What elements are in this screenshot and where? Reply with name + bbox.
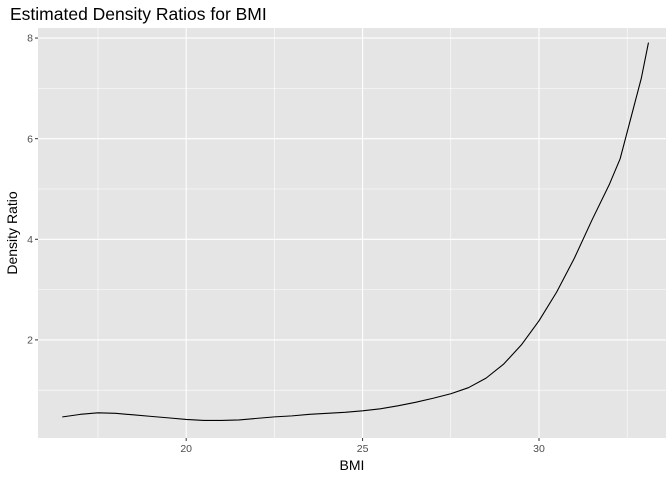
- plot-panel: [38, 28, 666, 438]
- series-layer: [62, 42, 649, 421]
- chart-title: Estimated Density Ratios for BMI: [10, 4, 267, 24]
- x-tick-label: 20: [180, 443, 192, 455]
- y-tick-label: 2: [27, 335, 33, 347]
- y-tick-label: 8: [27, 33, 33, 45]
- axis-ticks: [35, 37, 540, 441]
- tick-labels: 20 25 30 2 4 6 8: [27, 33, 545, 455]
- y-tick-label: 4: [27, 234, 33, 246]
- x-tick-label: 30: [533, 443, 545, 455]
- x-tick-label: 25: [357, 443, 369, 455]
- y-axis-label: Density Ratio: [4, 191, 20, 274]
- y-tick-label: 6: [27, 133, 33, 145]
- major-gridlines: [38, 28, 666, 438]
- x-axis-label: BMI: [340, 457, 365, 473]
- minor-gridlines: [38, 28, 666, 438]
- density-ratio-line: [62, 42, 649, 421]
